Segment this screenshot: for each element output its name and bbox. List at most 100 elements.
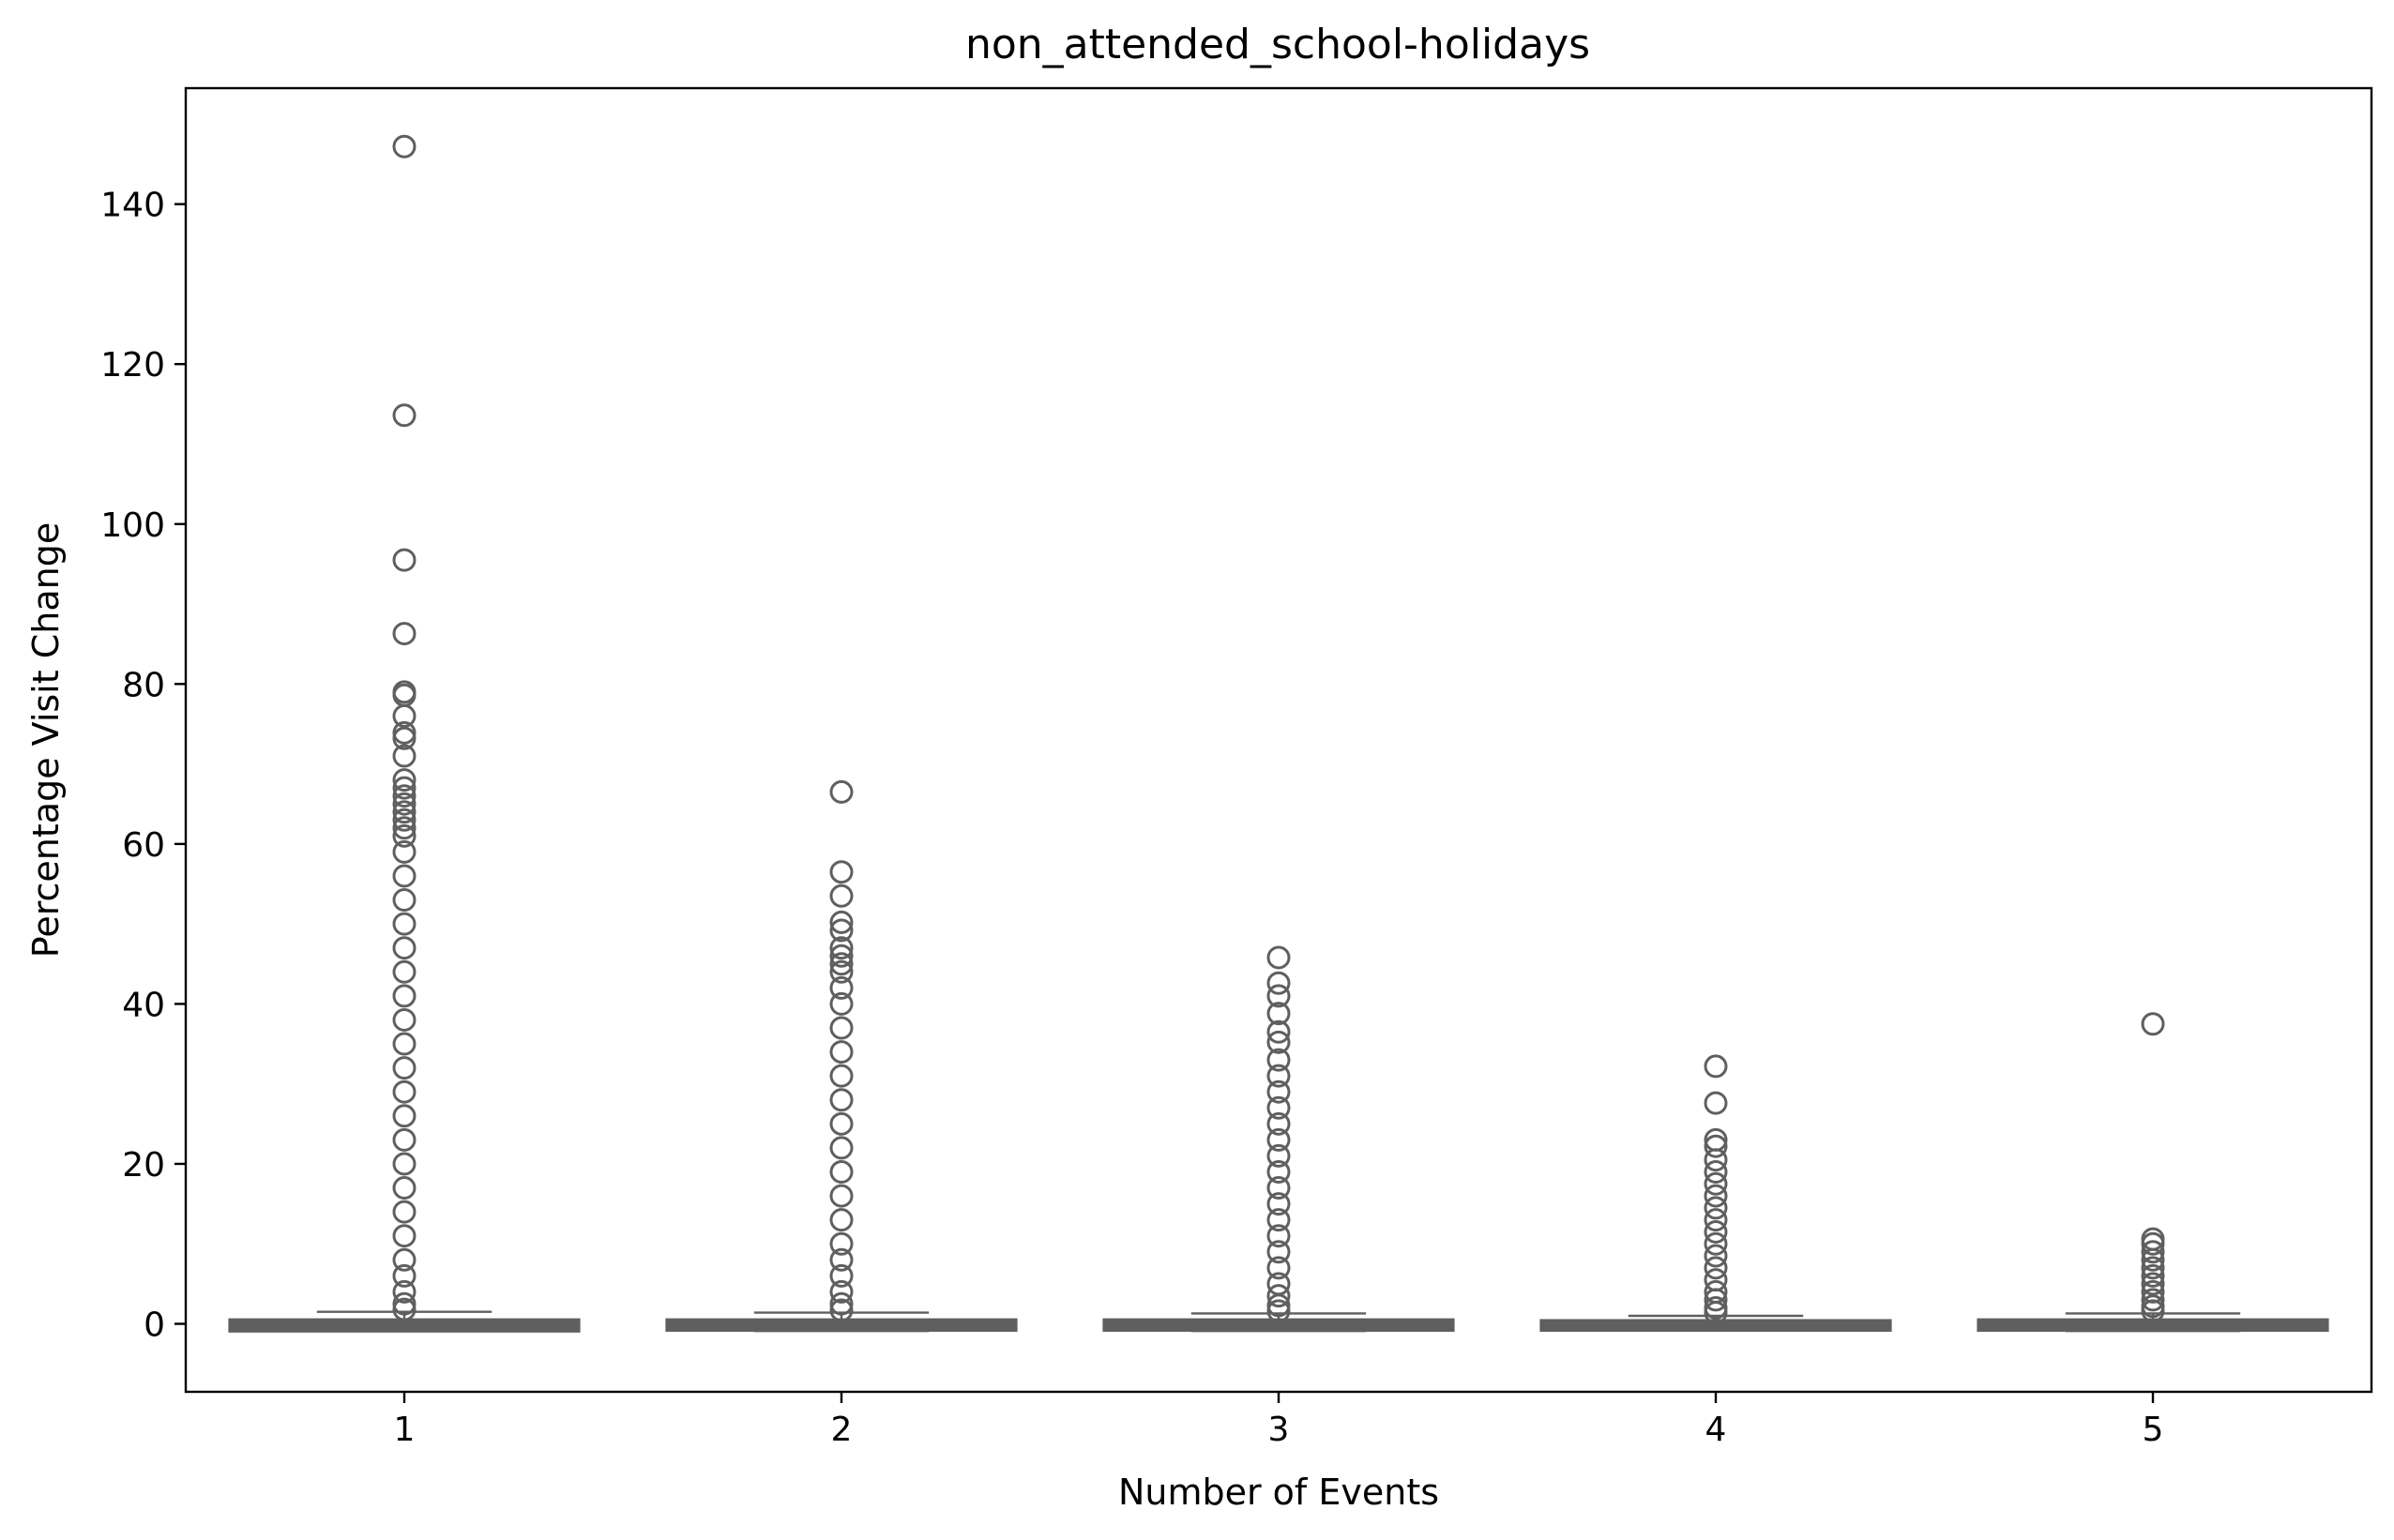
outlier-point <box>829 944 854 968</box>
outlier-point <box>392 936 417 960</box>
x-axis-label: Number of Events <box>1118 1472 1439 1513</box>
outlier-point <box>829 1247 854 1272</box>
outlier-point <box>829 1159 854 1184</box>
outlier-point <box>1266 1002 1291 1026</box>
outlier-point <box>2141 1256 2165 1280</box>
outlier-point <box>392 864 417 888</box>
box-group-4 <box>1539 1054 1892 1332</box>
y-tick-label: 140 <box>100 187 165 225</box>
outlier-point <box>1704 1148 1728 1172</box>
outlier-point <box>829 883 854 908</box>
x-tick-label: 1 <box>394 1411 416 1449</box>
outlier-point <box>1266 1208 1291 1232</box>
outlier-point <box>2141 1263 2165 1288</box>
outlier-point <box>829 1231 854 1256</box>
outlier-point <box>1266 1159 1291 1184</box>
outlier-point <box>1266 1019 1291 1044</box>
plot-frame <box>184 86 2373 1394</box>
outlier-point <box>392 808 417 832</box>
outlier-point <box>1704 1196 1728 1220</box>
outlier-point <box>392 888 417 913</box>
outlier-point <box>392 1104 417 1128</box>
outlier-point <box>392 622 417 646</box>
outlier-point <box>392 403 417 428</box>
outlier-point <box>392 1032 417 1056</box>
outlier-point <box>1704 1054 1728 1079</box>
outlier-point <box>1704 1244 1728 1268</box>
outlier-point <box>392 784 417 808</box>
outlier-point <box>2141 1240 2165 1264</box>
outlier-point <box>1266 1176 1291 1200</box>
outlier-point <box>829 991 854 1016</box>
outlier-point <box>392 720 417 745</box>
y-tick-label: 0 <box>144 1306 165 1345</box>
outlier-point <box>392 1152 417 1176</box>
outlier-point <box>1266 1080 1291 1104</box>
outlier-point <box>1704 1159 1728 1184</box>
outlier-point <box>1704 1231 1728 1256</box>
outlier-point <box>1266 1143 1291 1168</box>
box-group-2 <box>665 779 1018 1333</box>
outlier-point <box>392 768 417 793</box>
outlier-point <box>829 1088 854 1112</box>
outlier-point <box>1266 1048 1291 1072</box>
x-axis: 1 2 3 4 5 <box>394 1392 2163 1449</box>
outlier-point <box>829 1016 854 1040</box>
outlier-point <box>1704 1208 1728 1232</box>
outlier-point <box>829 910 854 934</box>
outlier-point <box>1266 1256 1291 1280</box>
outlier-point <box>829 1279 854 1304</box>
y-axis-label: Percentage Visit Change <box>25 522 67 958</box>
outlier-point <box>829 779 854 804</box>
outlier-point <box>2141 1279 2165 1304</box>
outlier-point <box>2141 1247 2165 1272</box>
outlier-point <box>1266 984 1291 1008</box>
outlier-point <box>1704 1134 1728 1158</box>
outlier-point <box>829 1064 854 1088</box>
outlier-point <box>2141 1012 2165 1036</box>
outlier-point <box>392 1080 417 1104</box>
y-tick-label: 20 <box>122 1146 165 1185</box>
outlier-point <box>1266 1064 1291 1088</box>
outlier-point <box>392 1056 417 1080</box>
outlier-point <box>392 839 417 864</box>
outlier-point <box>829 1184 854 1208</box>
outlier-point <box>1704 1091 1728 1115</box>
outlier-point <box>392 912 417 936</box>
outlier-point <box>829 975 854 1000</box>
plot-area <box>228 134 2329 1333</box>
y-tick-label: 60 <box>122 826 165 865</box>
outlier-point <box>1266 1272 1291 1296</box>
outlier-point <box>1266 1240 1291 1264</box>
box-group-3 <box>1102 945 1455 1333</box>
outlier-point <box>829 959 854 984</box>
outlier-point <box>392 1279 417 1304</box>
outlier-point <box>392 1224 417 1248</box>
outlier-point <box>392 1200 417 1224</box>
outlier-point <box>829 936 854 960</box>
outlier-point <box>392 1263 417 1288</box>
chart-title: non_attended_school-holidays <box>965 21 1590 68</box>
outlier-point <box>392 792 417 816</box>
outlier-point <box>392 1007 417 1032</box>
box-group-1 <box>228 134 581 1333</box>
x-tick-label: 3 <box>1268 1411 1290 1449</box>
outlier-point <box>392 134 417 159</box>
outlier-point <box>829 1136 854 1160</box>
x-tick-label: 4 <box>1705 1411 1727 1449</box>
outlier-point <box>392 703 417 728</box>
outlier-point <box>1266 1192 1291 1216</box>
outlier-point <box>1266 1127 1291 1152</box>
outlier-point <box>2141 1272 2165 1296</box>
outlier-point <box>1266 1030 1291 1054</box>
outlier-point <box>829 1263 854 1288</box>
outlier-point <box>392 1247 417 1272</box>
outlier-point <box>392 1176 417 1200</box>
outlier-point <box>1266 1111 1291 1136</box>
outlier-point <box>392 744 417 768</box>
outlier-point <box>2141 1288 2165 1312</box>
outlier-point <box>1704 1219 1728 1244</box>
outlier-point <box>392 800 417 824</box>
outlier-point <box>829 860 854 884</box>
y-tick-label: 40 <box>122 986 165 1024</box>
